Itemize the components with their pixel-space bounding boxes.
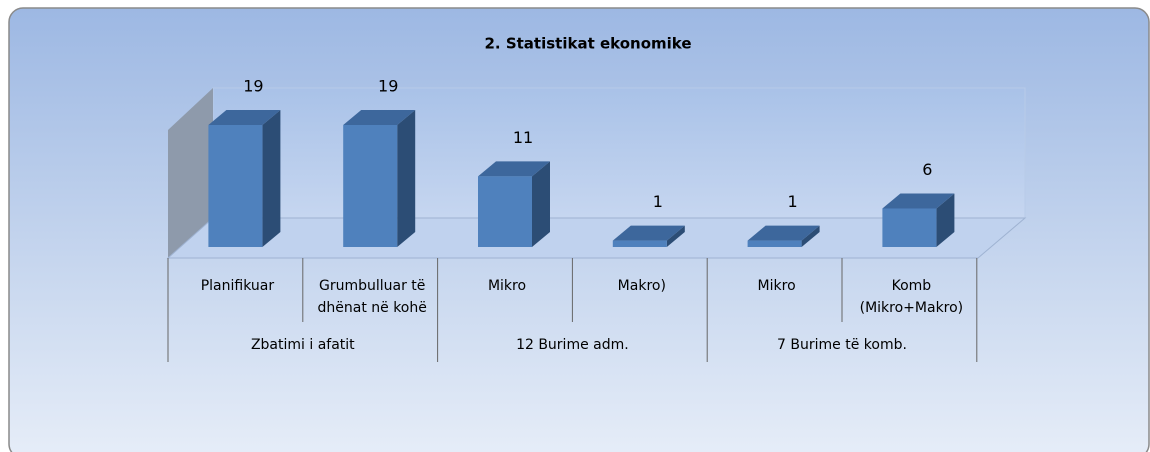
bar-side — [936, 193, 955, 247]
group-label: 12 Burime adm. — [516, 337, 629, 353]
x-tick-label: Planifikuar — [201, 278, 275, 294]
side-wall — [168, 88, 213, 258]
bar — [747, 240, 802, 247]
bar-top — [747, 225, 820, 241]
bar — [612, 240, 667, 247]
x-tick-label: (Mikro+Makro) — [860, 300, 964, 316]
bar-top — [208, 110, 281, 125]
x-tick-label: dhënat në kohë — [318, 300, 427, 316]
bar-top — [882, 193, 955, 209]
bar-top — [478, 161, 550, 177]
bar-side — [801, 225, 820, 247]
bar-side — [532, 161, 550, 247]
group-label: 7 Burime të komb. — [777, 337, 907, 353]
bar — [343, 125, 398, 247]
bar-side — [666, 225, 685, 247]
chart-title: 2. Statistikat ekonomike — [484, 35, 691, 53]
bar-top — [612, 225, 685, 241]
bar-side — [262, 110, 281, 247]
data-label: 6 — [922, 160, 932, 179]
data-label: 1 — [788, 192, 798, 211]
bar — [478, 176, 532, 247]
bar-side — [397, 110, 416, 247]
bar — [208, 125, 263, 247]
group-label: Zbatimi i afatit — [251, 337, 355, 353]
data-label: 11 — [513, 128, 533, 147]
x-tick-label: Komb — [892, 278, 932, 294]
data-label: 1 — [653, 192, 663, 211]
x-tick-label: Makro) — [618, 278, 666, 294]
x-tick-label: Mikro — [488, 278, 526, 294]
x-tick-label: Grumbulluar të — [319, 278, 425, 294]
data-label: 19 — [378, 77, 398, 96]
data-label: 19 — [243, 77, 263, 96]
bar — [882, 208, 937, 247]
bar-top — [343, 110, 416, 125]
x-tick-label: Mikro — [758, 278, 796, 294]
